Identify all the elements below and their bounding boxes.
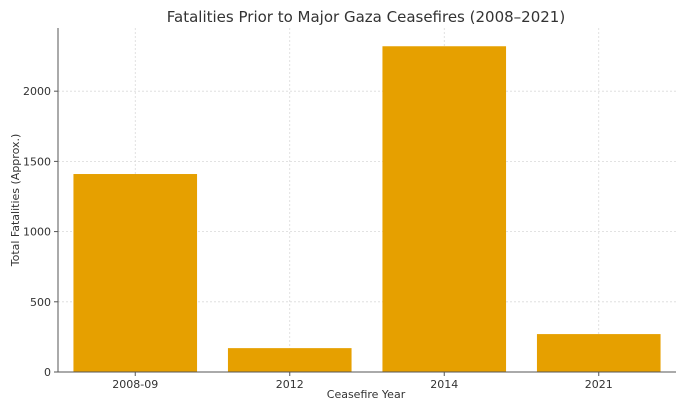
x-tick-label: 2014: [430, 378, 458, 391]
axes: [57, 28, 676, 373]
y-tick-label: 2000: [23, 85, 51, 98]
y-tick-label: 0: [44, 366, 51, 379]
chart-title: Fatalities Prior to Major Gaza Ceasefire…: [167, 8, 565, 26]
y-tick-label: 1500: [23, 155, 51, 168]
y-tick-label: 1000: [23, 226, 51, 239]
x-tick-label: 2008-09: [112, 378, 158, 391]
x-ticks: 2008-09 2012 2014 2021: [112, 372, 613, 391]
bars: [73, 46, 661, 373]
x-axis-label: Ceasefire Year: [327, 388, 406, 401]
y-ticks: 0 500 1000 1500 2000: [23, 85, 58, 379]
x-tick-label: 2012: [276, 378, 304, 391]
bar-2008-09: [73, 174, 198, 372]
y-tick-label: 500: [30, 296, 51, 309]
bar-2021: [536, 334, 661, 372]
y-axis-label: Total Fatalities (Approx.): [9, 134, 22, 268]
bar-2012: [227, 348, 352, 372]
x-tick-label: 2021: [585, 378, 613, 391]
bar-2014: [382, 46, 507, 373]
